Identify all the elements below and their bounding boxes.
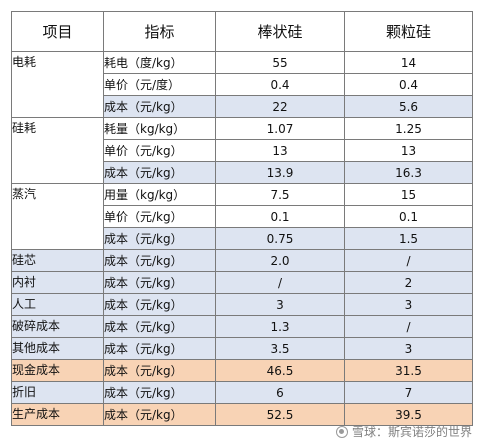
cell-indicator: 成本（元/kg） xyxy=(103,337,216,360)
watermark-text: 雪球：斯宾诺莎的世界 xyxy=(351,425,472,439)
cell-rod-silicon: 1.07 xyxy=(215,117,345,140)
cell-rod-silicon: 6 xyxy=(215,381,345,404)
cell-granular-silicon: 0.4 xyxy=(344,73,473,96)
cell-item: 硅芯 xyxy=(11,249,104,272)
table-body: 电耗 耗电（度/kg） 55 14 单价（元/度） 0.4 0.4 成本（元/kg） 22 5.6… xyxy=(11,51,473,426)
cell-rod-silicon: 3.5 xyxy=(215,337,345,360)
snowball-icon xyxy=(335,425,348,438)
cell-granular-silicon: 7 xyxy=(344,381,473,404)
cell-granular-silicon: 31.5 xyxy=(344,359,473,382)
table-row: 生产成本 成本（元/kg） 52.5 39.5 xyxy=(11,403,473,426)
cell-item: 硅耗 xyxy=(11,117,104,184)
cell-indicator: 成本（元/kg） xyxy=(103,249,216,272)
cell-item: 其他成本 xyxy=(11,337,104,360)
cell-granular-silicon: 13 xyxy=(344,139,473,162)
table-row: 折旧 成本（元/kg） 6 7 xyxy=(11,381,473,404)
cell-indicator: 成本（元/kg） xyxy=(103,315,216,338)
cell-indicator: 耗量（kg/kg） xyxy=(103,117,216,140)
cell-rod-silicon: 1.3 xyxy=(215,315,345,338)
cell-granular-silicon: / xyxy=(344,249,473,272)
cell-indicator: 成本（元/kg） xyxy=(103,403,216,426)
header-indicator: 指标 xyxy=(103,11,216,52)
table-row: 成本（元/kg） 13.9 16.3 xyxy=(12,161,473,184)
cell-rod-silicon: 13.9 xyxy=(215,161,345,184)
cell-indicator: 单价（元/度） xyxy=(103,73,216,96)
cell-item: 内衬 xyxy=(11,271,104,294)
cell-granular-silicon: 5.6 xyxy=(344,95,473,118)
cell-item: 蒸汽 xyxy=(11,183,104,250)
cell-granular-silicon: 14 xyxy=(344,51,473,74)
cell-rod-silicon: 13 xyxy=(215,139,345,162)
table-row: 硅芯 成本（元/kg） 2.0/ xyxy=(11,249,473,272)
table-row: 硅耗 耗量（kg/kg） 1.07 1.25 xyxy=(11,117,473,184)
cell-indicator: 成本（元/kg） xyxy=(103,381,216,404)
table-row: 电耗 耗电（度/kg） 55 14 xyxy=(11,51,473,118)
cell-rod-silicon: 55 xyxy=(215,51,345,74)
cell-rod-silicon: 22 xyxy=(215,95,345,118)
cost-comparison-table: 项目 指标 棒状硅 颗粒硅 电耗 耗电（度/kg） 55 14 单价（元/度） 0.4 0.… xyxy=(11,11,473,426)
cell-indicator: 成本（元/kg） xyxy=(103,293,216,316)
cell-rod-silicon: 52.5 xyxy=(215,403,345,426)
cell-rod-silicon: 7.5 xyxy=(215,183,345,206)
table-row: 破碎成本 成本（元/kg） 1.3/ xyxy=(11,315,473,338)
cell-indicator: 成本（元/kg） xyxy=(103,227,216,250)
cell-item: 电耗 xyxy=(11,51,104,118)
cell-granular-silicon: 3 xyxy=(344,337,473,360)
cell-rod-silicon: 0.75 xyxy=(215,227,345,250)
table-row: 单价（元/kg） 13 13 xyxy=(12,139,473,162)
cell-granular-silicon: 39.5 xyxy=(344,403,473,426)
cell-item: 人工 xyxy=(11,293,104,316)
header-item: 项目 xyxy=(11,11,104,52)
cell-indicator: 用量（kg/kg） xyxy=(103,183,216,206)
table-row: 单价（元/kg） 0.1 0.1 xyxy=(12,205,473,228)
cell-rod-silicon: 0.4 xyxy=(215,73,345,96)
cell-rod-silicon: / xyxy=(215,271,345,294)
cell-indicator: 单价（元/kg） xyxy=(103,205,216,228)
table-row: 内衬 成本（元/kg）/2 xyxy=(11,271,473,294)
cell-rod-silicon: 2.0 xyxy=(215,249,345,272)
cell-rod-silicon: 46.5 xyxy=(215,359,345,382)
cell-granular-silicon: 3 xyxy=(344,293,473,316)
cell-indicator: 成本（元/kg） xyxy=(103,359,216,382)
cell-granular-silicon: 1.5 xyxy=(344,227,473,250)
cell-granular-silicon: / xyxy=(344,315,473,338)
cell-item: 折旧 xyxy=(11,381,104,404)
table-row: 蒸汽 用量（kg/kg） 7.5 15 xyxy=(11,183,473,250)
cell-granular-silicon: 16.3 xyxy=(344,161,473,184)
cell-indicator: 耗电（度/kg） xyxy=(103,51,216,74)
cell-item: 破碎成本 xyxy=(11,315,104,338)
cell-rod-silicon: 3 xyxy=(215,293,345,316)
table-row: 成本（元/kg） 0.75 1.5 xyxy=(12,227,473,250)
cell-item: 现金成本 xyxy=(11,359,104,382)
watermark: 雪球：斯宾诺莎的世界 xyxy=(335,423,472,440)
cell-indicator: 成本（元/kg） xyxy=(103,95,216,118)
header-granular-silicon: 颗粒硅 xyxy=(344,11,473,52)
table-header-row: 项目 指标 棒状硅 颗粒硅 xyxy=(11,11,473,52)
cell-indicator: 单价（元/kg） xyxy=(103,139,216,162)
cell-granular-silicon: 0.1 xyxy=(344,205,473,228)
cell-item: 生产成本 xyxy=(11,403,104,426)
cell-rod-silicon: 0.1 xyxy=(215,205,345,228)
header-rod-silicon: 棒状硅 xyxy=(215,11,345,52)
table-row: 现金成本 成本（元/kg） 46.5 31.5 xyxy=(11,359,473,382)
cell-indicator: 成本（元/kg） xyxy=(103,161,216,184)
cell-granular-silicon: 2 xyxy=(344,271,473,294)
cell-granular-silicon: 15 xyxy=(344,183,473,206)
table-row: 其他成本 成本（元/kg） 3.5 3 xyxy=(11,337,473,360)
table-row: 人工 成本（元/kg） 3 3 xyxy=(11,293,473,316)
cell-granular-silicon: 1.25 xyxy=(344,117,473,140)
cell-indicator: 成本（元/kg） xyxy=(103,271,216,294)
